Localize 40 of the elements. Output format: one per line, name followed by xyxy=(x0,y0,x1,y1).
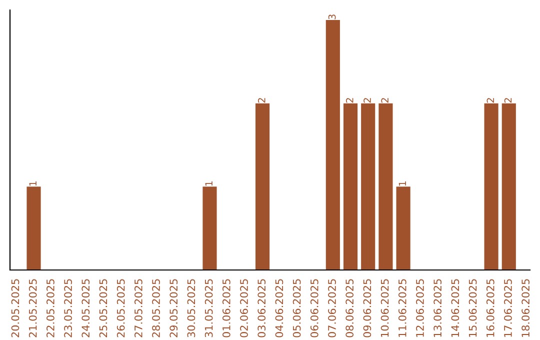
data-label: 2 xyxy=(258,98,266,103)
x-tick-label: 02.06.2025 xyxy=(240,279,248,338)
data-label: 1 xyxy=(205,181,212,186)
data-label: 1 xyxy=(29,181,36,186)
x-tick-label: 10.06.2025 xyxy=(380,279,389,337)
x-tick-label: 14.06.2025 xyxy=(451,279,460,337)
x-tick-label: 26.05.2025 xyxy=(116,279,125,338)
x-tick-label: 20.05.2025 xyxy=(11,279,20,338)
x-tick-label: 15.06.2025 xyxy=(468,279,477,337)
data-label: 2 xyxy=(346,98,354,103)
x-tick-label: 22.05.2025 xyxy=(46,279,54,338)
data-label: 3 xyxy=(328,14,336,20)
x-tick-label: 01.06.2025 xyxy=(222,279,230,338)
data-label: 2 xyxy=(364,98,371,103)
x-tick-label: 27.05.2025 xyxy=(134,279,142,338)
x-tick-label: 18.06.2025 xyxy=(522,279,530,337)
data-label: 2 xyxy=(504,98,512,103)
x-tick-label: 13.06.2025 xyxy=(434,279,442,337)
x-tick-label: 03.06.2025 xyxy=(258,279,266,338)
x-tick-label: 25.05.2025 xyxy=(99,279,108,338)
x-tick-label: 08.06.2025 xyxy=(346,279,354,338)
data-label: 2 xyxy=(381,98,388,103)
x-tick-label: 31.05.2025 xyxy=(204,279,213,338)
x-tick-label: 16.06.2025 xyxy=(486,279,494,337)
x-tick-label: 07.06.2025 xyxy=(328,279,336,338)
x-tick-label: 05.06.2025 xyxy=(292,279,301,338)
data-label: 1 xyxy=(398,181,406,186)
x-tick-label: 30.05.2025 xyxy=(187,279,196,338)
x-tick-label: 23.05.2025 xyxy=(64,279,72,338)
x-tick-label: 12.06.2025 xyxy=(416,279,424,337)
x-tick-label: 09.06.2025 xyxy=(363,279,372,338)
x-tick-label: 29.05.2025 xyxy=(170,279,178,338)
data-label: 2 xyxy=(486,98,494,103)
x-tick-label: 04.06.2025 xyxy=(275,279,284,338)
x-tick-label: 17.06.2025 xyxy=(504,279,512,337)
x-tick-label: 06.06.2025 xyxy=(310,279,318,338)
x-tick-label: 21.05.2025 xyxy=(28,279,37,338)
x-tick-label: 24.05.2025 xyxy=(82,279,90,338)
x-tick-label: 11.06.2025 xyxy=(398,279,406,337)
x-tick-label: 28.05.2025 xyxy=(152,279,160,338)
